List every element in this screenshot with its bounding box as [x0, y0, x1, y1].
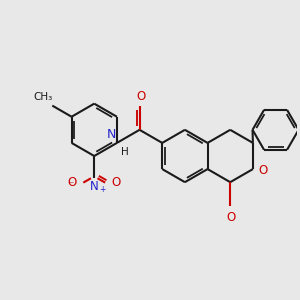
Text: N: N — [106, 128, 116, 141]
Text: O: O — [136, 90, 145, 103]
Text: H: H — [121, 147, 129, 157]
Text: O: O — [258, 164, 268, 177]
Text: O: O — [227, 211, 236, 224]
Text: N: N — [90, 180, 99, 194]
Text: ⁻: ⁻ — [68, 180, 73, 190]
Text: CH₃: CH₃ — [33, 92, 52, 102]
Text: O: O — [112, 176, 121, 189]
Text: O: O — [68, 176, 77, 189]
Text: +: + — [100, 185, 106, 194]
